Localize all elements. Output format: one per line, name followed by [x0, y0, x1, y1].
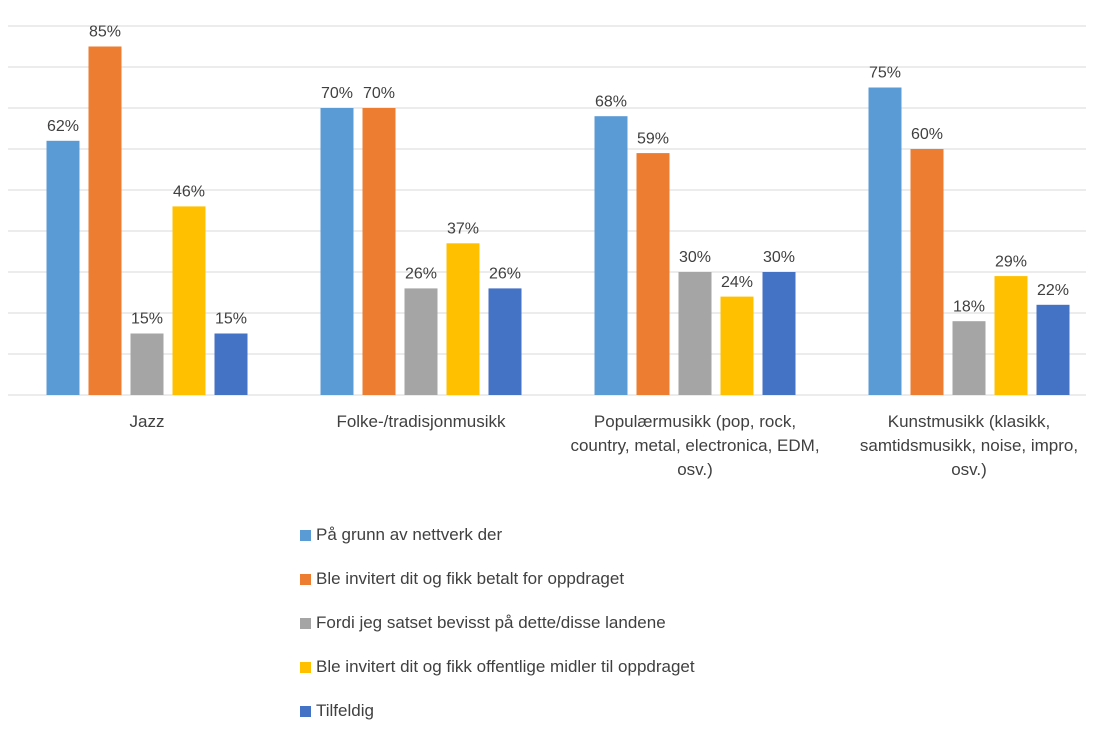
data-label: 70%: [321, 85, 353, 102]
legend-swatch: [300, 529, 311, 541]
data-label: 70%: [363, 85, 395, 102]
data-label: 85%: [89, 24, 121, 41]
data-label: 75%: [869, 65, 901, 82]
data-label: 68%: [595, 93, 627, 110]
data-label: 59%: [637, 130, 669, 147]
bar: [46, 140, 80, 395]
data-label: 30%: [679, 249, 711, 266]
data-label: 46%: [173, 184, 205, 201]
legend-swatch: [300, 573, 311, 585]
bar: [720, 296, 754, 395]
bar: [214, 333, 248, 395]
bar: [952, 321, 986, 395]
data-label: 37%: [447, 221, 479, 238]
legend-item: Ble invitert dit og fikk offentlige midl…: [300, 657, 695, 677]
data-label: 62%: [47, 118, 79, 135]
legend-item: Ble invitert dit og fikk betalt for oppd…: [300, 569, 624, 589]
legend-label: Fordi jeg satset bevisst på dette/disse …: [316, 613, 666, 632]
data-label: 15%: [131, 311, 163, 328]
legend-label: Ble invitert dit og fikk betalt for oppd…: [316, 569, 625, 588]
bar: [994, 276, 1028, 395]
data-label: 18%: [953, 298, 985, 315]
bar: [488, 288, 522, 395]
legend-item: Tilfeldig: [300, 701, 374, 721]
x-tick-label: Folke-/tradisjonmusikk: [336, 412, 506, 431]
data-label: 26%: [489, 266, 521, 283]
bar: [404, 288, 438, 395]
bar: [172, 206, 206, 395]
data-label: 15%: [215, 311, 247, 328]
bar: [594, 116, 628, 395]
data-label: 60%: [911, 126, 943, 143]
legend-swatch: [300, 661, 311, 673]
x-tick-label: Kunstmusikk (klasikk, samtidsmusikk, noi…: [859, 412, 1079, 479]
legend-swatch: [300, 617, 311, 629]
legend-label: Ble invitert dit og fikk offentlige midl…: [316, 657, 695, 676]
x-tick-label: Populærmusikk (pop, rock, country, metal…: [570, 412, 820, 479]
data-label: 30%: [763, 249, 795, 266]
bar: [130, 333, 164, 395]
legend-label: På grunn av nettverk der: [316, 525, 503, 544]
bar: [636, 153, 670, 395]
data-label: 29%: [995, 253, 1027, 270]
legend-label: Tilfeldig: [316, 701, 374, 720]
bar: [446, 243, 480, 395]
legend-item: På grunn av nettverk der: [300, 525, 502, 545]
bar: [678, 272, 712, 395]
bar: [320, 108, 354, 395]
bar: [88, 46, 122, 395]
bar: [1036, 304, 1070, 395]
bar: [868, 87, 902, 395]
bar: [762, 272, 796, 395]
data-label: 24%: [721, 274, 753, 291]
legend-item: Fordi jeg satset bevisst på dette/disse …: [300, 613, 666, 633]
data-label: 22%: [1037, 282, 1069, 299]
x-tick-label: Jazz: [129, 412, 165, 431]
bar: [910, 149, 944, 395]
data-label: 26%: [405, 266, 437, 283]
bar: [362, 108, 396, 395]
legend-swatch: [300, 705, 311, 717]
